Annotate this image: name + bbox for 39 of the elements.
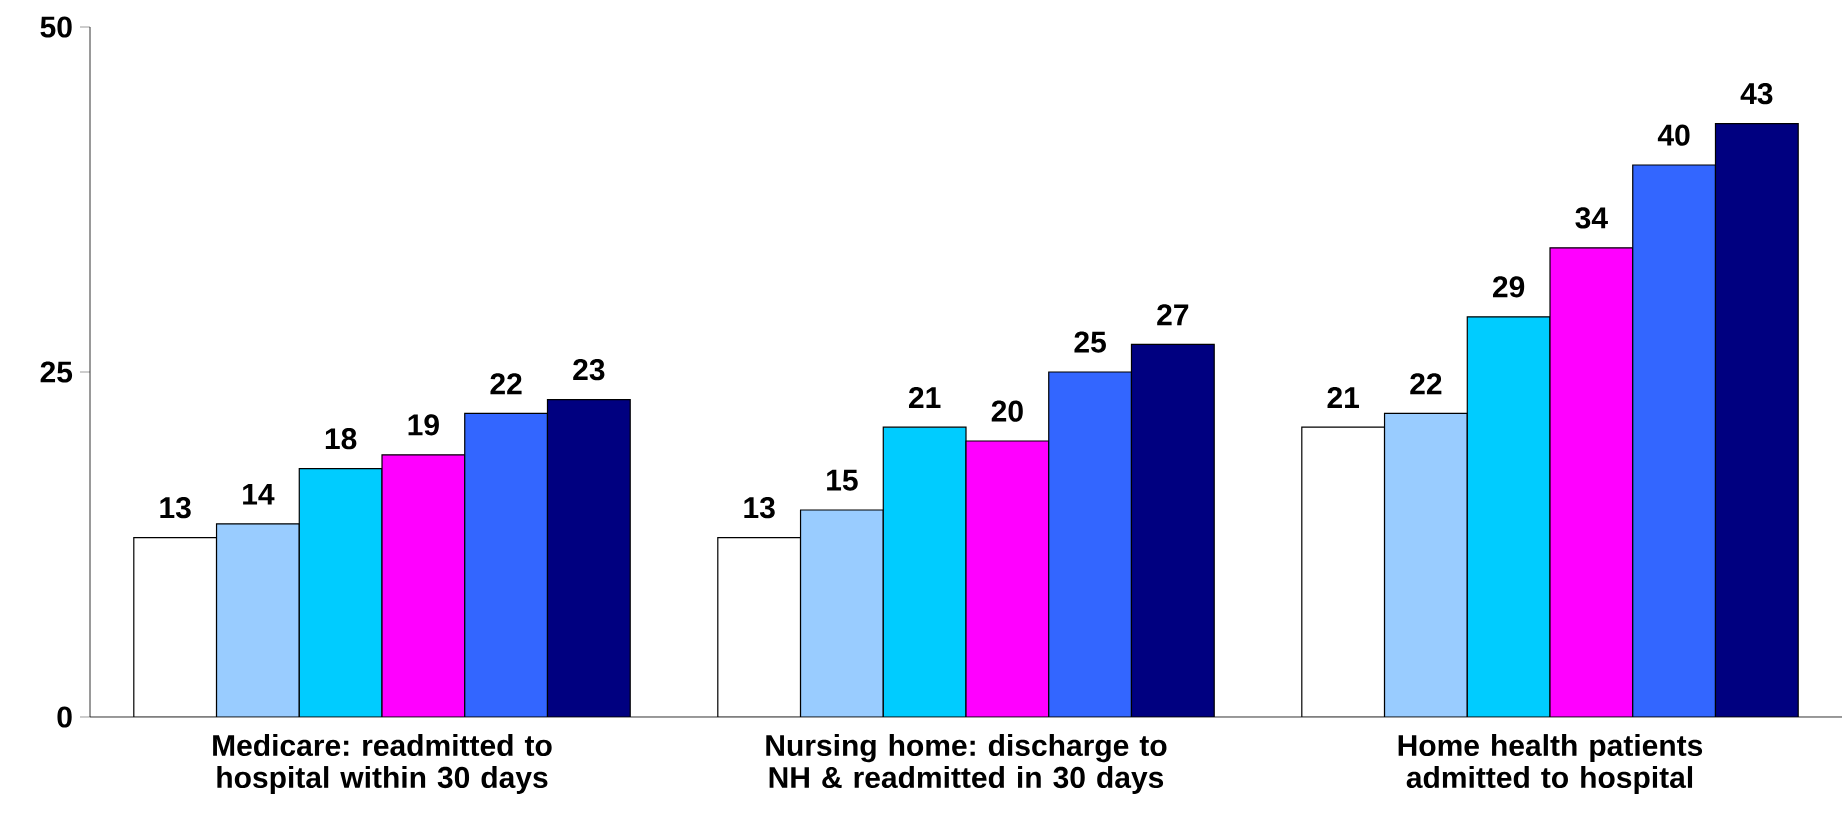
data-label: 13 [160, 497, 191, 519]
data-label: 20 [991, 400, 1023, 422]
data-label: 43 [1740, 83, 1773, 105]
data-label: 22 [490, 373, 522, 395]
bar [464, 413, 548, 717]
bar [1048, 372, 1132, 717]
data-label: 25 [1074, 331, 1106, 353]
data-label: 21 [1327, 386, 1360, 408]
bar [1549, 247, 1634, 717]
x-tick-label: Medicare: readmitted to hospital within 30 days [213, 734, 552, 795]
bar [800, 510, 884, 717]
bar [1383, 412, 1468, 717]
x-tick-label: Nursing home: discharge to NH & readmitted in 30 days [766, 734, 1167, 795]
data-label: 21 [908, 386, 941, 408]
x-tick-label: Home health patients admitted to hospital [1398, 734, 1703, 795]
data-label: 22 [1410, 373, 1442, 395]
data-label: 13 [744, 497, 775, 519]
bar [1131, 344, 1215, 717]
data-label: 18 [325, 428, 357, 450]
data-label: 34 [1575, 207, 1608, 229]
y-tick-label: 25 [40, 361, 73, 383]
bar [547, 399, 631, 717]
data-label: 15 [827, 469, 858, 491]
data-label: 23 [573, 359, 605, 381]
bar [883, 427, 966, 717]
bar [382, 454, 465, 717]
data-label: 14 [243, 483, 275, 505]
bar [1632, 164, 1717, 717]
bar [299, 468, 383, 717]
bar [1466, 316, 1551, 717]
y-tick-label: 0 [57, 706, 72, 728]
y-tick-label: 50 [40, 16, 72, 38]
data-label: 27 [1157, 304, 1189, 326]
bar [966, 441, 1049, 717]
data-label: 29 [1492, 276, 1525, 298]
data-label: 19 [408, 414, 439, 436]
bar [1714, 123, 1799, 717]
data-label: 40 [1657, 124, 1690, 146]
bar [216, 523, 300, 717]
